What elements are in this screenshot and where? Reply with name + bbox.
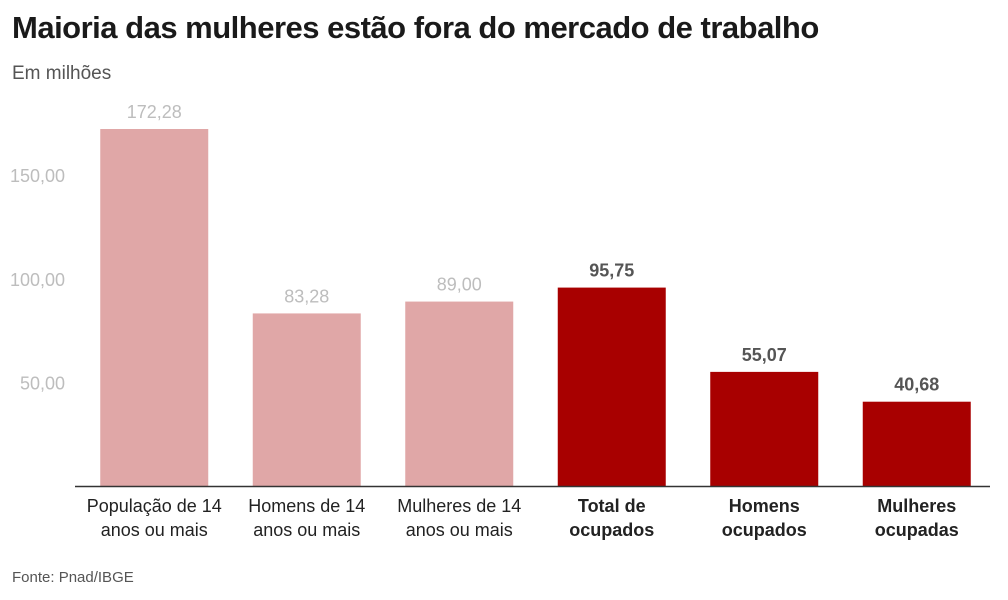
data-label: 83,28 [284, 286, 329, 306]
source-note: Fonte: Pnad/IBGE [12, 569, 134, 586]
chart-title: Maioria das mulheres estão fora do merca… [12, 10, 819, 45]
y-tick-label: 50,00 [20, 373, 65, 393]
x-tick-label: anos ou mais [406, 520, 513, 540]
x-tick-label: Mulheres [877, 496, 956, 516]
bar [100, 129, 209, 486]
bar [710, 371, 819, 486]
bar [862, 401, 971, 486]
data-label: 172,28 [127, 102, 182, 122]
data-label: 89,00 [437, 275, 482, 295]
data-label: 95,75 [589, 261, 634, 281]
data-label: 55,07 [742, 345, 787, 365]
x-tick-label: ocupados [569, 520, 654, 540]
y-tick-label: 100,00 [10, 270, 65, 290]
x-tick-label: População de 14 [87, 496, 222, 516]
x-tick-label: anos ou mais [101, 520, 208, 540]
y-tick-label: 150,00 [10, 166, 65, 186]
chart-subtitle: Em milhões [12, 63, 112, 84]
x-tick-label: Homens [729, 496, 800, 516]
x-tick-label: anos ou mais [253, 520, 360, 540]
bar [557, 287, 666, 486]
x-tick-label: Homens de 14 [248, 496, 365, 516]
x-tick-label: ocupadas [875, 520, 959, 540]
bar [405, 301, 514, 486]
data-label: 40,68 [894, 375, 939, 395]
x-tick-label: Mulheres de 14 [397, 496, 521, 516]
bar [252, 313, 361, 486]
x-tick-label: Total de [578, 496, 646, 516]
x-tick-label: ocupados [722, 520, 807, 540]
